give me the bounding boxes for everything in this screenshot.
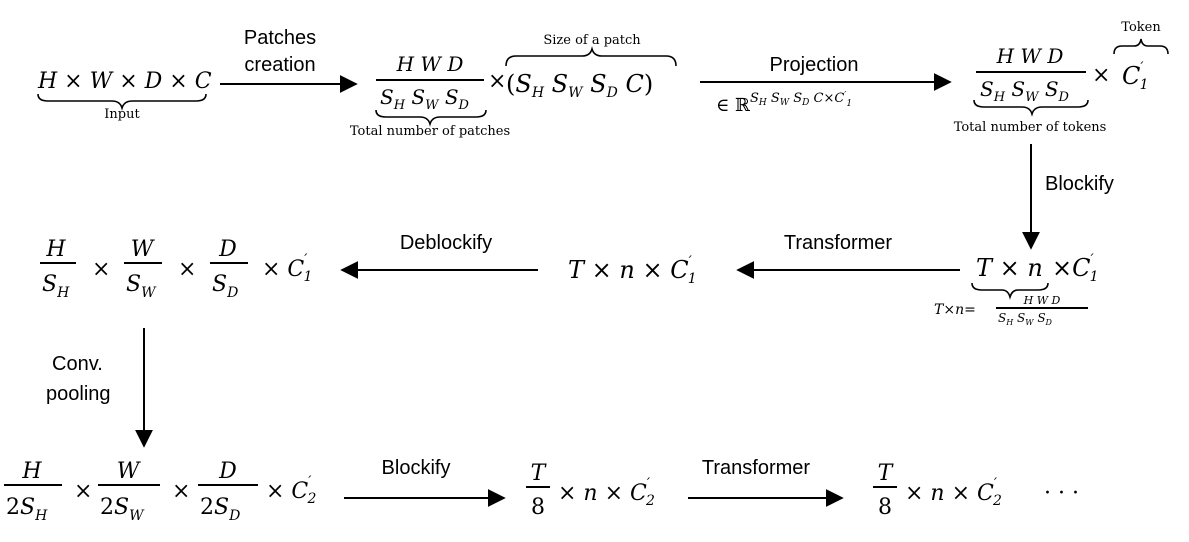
svg-text:8: 8	[531, 495, 545, 520]
svg-text:SH SW SD: SH SW SD	[380, 85, 470, 113]
tokens-underbrace	[973, 99, 1089, 117]
tn-underbrace	[971, 282, 1049, 300]
svg-text:× C′2: × C′ 2	[266, 474, 316, 507]
tn-equation: T×n=	[934, 302, 976, 318]
tn-c1prime: ×C′ 1	[1052, 252, 1099, 285]
conv-pooling-label-2: pooling	[46, 383, 111, 405]
times-a: ×	[92, 257, 110, 282]
patches-creation-label-1: Patches	[244, 27, 316, 49]
svg-text:× n × C′2: × n × C′ 2	[558, 476, 655, 509]
times-b: ×	[178, 257, 196, 282]
input-expr-text: H × W × D × C	[37, 69, 212, 94]
projection-label: Projection	[770, 54, 859, 76]
blockify-label-2: Blockify	[382, 457, 451, 479]
patch-count-fraction: H W D SH SW SD Total number of patches	[350, 52, 510, 139]
t8-expression-1: T 8 × n × C′ 2	[526, 461, 655, 520]
svg-text:(SH SW SD C): (SH SW SD C)	[506, 70, 653, 101]
svg-text:SD: SD	[212, 272, 238, 301]
svg-text:2SH: 2SH	[6, 495, 48, 524]
svg-text:SH SW SD: SH SW SD	[998, 311, 1053, 327]
deblockify-label: Deblockify	[400, 232, 492, 254]
total-patches-note: Total number of patches	[350, 124, 510, 139]
transformer-label-2: Transformer	[702, 457, 811, 479]
fraction-numerator: H W D	[396, 52, 464, 76]
svg-text:H: H	[21, 459, 42, 484]
fraction-denominator: SH SW SD	[380, 85, 470, 113]
times-sign-1: ×	[488, 69, 506, 94]
t-times-n-expression: T × n ×C′ 1 T×n= H W D SH SW SD	[934, 252, 1099, 327]
svg-text:SH SW SD: SH SW SD	[980, 77, 1070, 105]
t-n-c1-expression: T × n × C′ 1	[568, 254, 697, 287]
blockify-label-1: Blockify	[1045, 173, 1114, 195]
conv-pooling-label-1: Conv.	[52, 353, 103, 375]
patch-size-expression: Size of a patch (SH SW SD C)	[505, 33, 677, 101]
size-of-patch-note: Size of a patch	[543, 33, 641, 48]
svg-text:8: 8	[878, 495, 892, 520]
svg-text:2SD: 2SD	[200, 495, 240, 524]
times-sign-2: ×	[1092, 63, 1110, 88]
total-tokens-note: Total number of tokens	[954, 120, 1107, 135]
projection-space: ∈ ℝSH SW SD C×C′1	[716, 91, 852, 116]
svg-text:×: ×	[172, 479, 190, 504]
svg-text:T: T	[531, 461, 548, 486]
frac-h-num: H	[45, 237, 66, 262]
token-c1prime: C′ 1	[1122, 60, 1148, 93]
svg-text:SW: SW	[126, 272, 157, 301]
feature-map-expression-2: H 2SH × W 2SW × D 2SD × C′ 2	[4, 459, 316, 524]
frac-d-num: D	[218, 237, 237, 262]
t8-expression-2: T 8 × n × C′ 2	[873, 461, 1002, 520]
svg-text:× C′1: × C′ 1	[262, 252, 312, 285]
feature-map-expression-1: H SH × W SW × D SD × C′ 1	[40, 237, 312, 301]
tn-eq-numerator: H W D	[1023, 294, 1061, 307]
patches-underbrace	[375, 109, 487, 127]
patch-size-overbrace	[505, 46, 677, 67]
token-count-fraction: H W D SH SW SD Total number of tokens	[954, 44, 1107, 135]
svg-text:T: T	[878, 461, 895, 486]
frac-w-num: W	[131, 237, 156, 262]
svg-text:∈ ℝSH SW SD C×C′1: ∈ ℝSH SW SD C×C′1	[716, 91, 852, 116]
svg-text:×: ×	[74, 479, 92, 504]
ellipsis: · · ·	[1044, 481, 1079, 506]
token-overbrace	[1113, 38, 1169, 55]
token-note: Token	[1121, 20, 1161, 35]
transformer-label-1: Transformer	[784, 232, 893, 254]
t-times-n-text: T × n	[976, 254, 1043, 282]
svg-text:× n × C′2: × n × C′ 2	[905, 476, 1002, 509]
input-expression: H × W × D × C Input	[37, 69, 212, 122]
patches-creation-label-2: creation	[244, 54, 315, 76]
token-fraction-numerator: H W D	[996, 44, 1064, 68]
svg-text:D: D	[218, 459, 237, 484]
svg-text:2SW: 2SW	[100, 495, 145, 524]
svg-text:W: W	[117, 459, 142, 484]
svg-text:SH: SH	[42, 272, 70, 301]
input-underbrace	[37, 93, 207, 111]
input-note: Input	[104, 107, 140, 122]
